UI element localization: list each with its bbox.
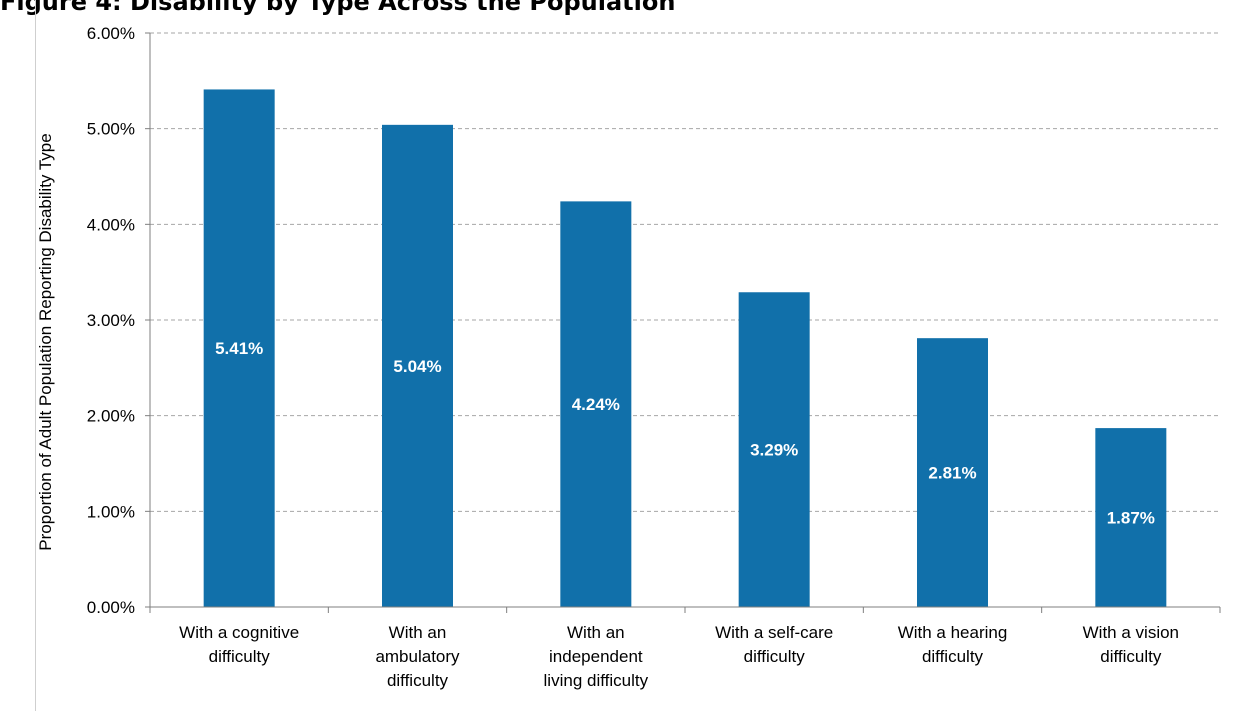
data-label: 5.04% bbox=[393, 357, 441, 376]
x-category-label-line: With a hearing bbox=[898, 623, 1008, 642]
y-tick-label: 0.00% bbox=[87, 598, 135, 617]
x-category-label-line: With an bbox=[389, 623, 447, 642]
x-category-label-line: With a cognitive bbox=[179, 623, 299, 642]
y-tick-label: 3.00% bbox=[87, 311, 135, 330]
x-category-label-line: difficulty bbox=[744, 647, 806, 666]
y-tick-label: 2.00% bbox=[87, 407, 135, 426]
bar bbox=[203, 89, 275, 607]
data-label: 2.81% bbox=[928, 464, 976, 483]
x-category-label: With a hearing difficulty bbox=[898, 623, 1008, 666]
x-category-label-line: ambulatory bbox=[375, 647, 460, 666]
bars bbox=[203, 89, 1167, 607]
y-tick-label: 1.00% bbox=[87, 502, 135, 521]
axes bbox=[145, 32, 1221, 613]
bar bbox=[560, 201, 632, 607]
data-label: 1.87% bbox=[1107, 509, 1155, 528]
x-category-labels: With a cognitive difficulty With an ambulat… bbox=[179, 623, 1179, 690]
left-border-rule bbox=[35, 0, 36, 711]
data-label: 4.24% bbox=[572, 395, 620, 414]
x-category-label-line: With a vision bbox=[1083, 623, 1179, 642]
bar bbox=[1095, 428, 1167, 607]
bar bbox=[738, 292, 810, 607]
x-category-label: With a vision difficulty bbox=[1083, 623, 1179, 666]
y-tick-label: 5.00% bbox=[87, 120, 135, 139]
x-category-label-line: With an bbox=[567, 623, 625, 642]
x-category-label: With a cognitive difficulty bbox=[179, 623, 299, 666]
bar bbox=[917, 338, 988, 607]
x-category-label-line: difficulty bbox=[387, 671, 449, 690]
data-labels: 5.41% 5.04% 4.24% 3.29% 2.81% 1.87% bbox=[215, 339, 1155, 527]
x-category-label-line: difficulty bbox=[922, 647, 984, 666]
x-category-label: With a self-care difficulty bbox=[715, 623, 833, 666]
data-label: 3.29% bbox=[750, 441, 798, 460]
y-axis-title: Proportion of Adult Population Reporting… bbox=[36, 133, 55, 550]
chart-title: Figure 4: Disability by Type Across the … bbox=[0, 0, 676, 16]
bar bbox=[382, 124, 453, 607]
x-category-label-line: independent bbox=[549, 647, 643, 666]
y-tick-label: 6.00% bbox=[87, 24, 135, 43]
data-label: 5.41% bbox=[215, 339, 263, 358]
x-category-label: With an ambulatory difficulty bbox=[375, 623, 460, 690]
y-tick-labels: 0.00% 1.00% 2.00% 3.00% 4.00% 5.00% 6.00% bbox=[87, 24, 135, 617]
y-tick-label: 4.00% bbox=[87, 215, 135, 234]
x-category-label: With an independent living difficulty bbox=[544, 623, 649, 690]
x-category-label-line: difficulty bbox=[209, 647, 271, 666]
x-category-label-line: With a self-care bbox=[715, 623, 833, 642]
x-category-label-line: difficulty bbox=[1100, 647, 1162, 666]
x-category-label-line: living difficulty bbox=[544, 671, 649, 690]
gridlines bbox=[150, 32, 1220, 512]
